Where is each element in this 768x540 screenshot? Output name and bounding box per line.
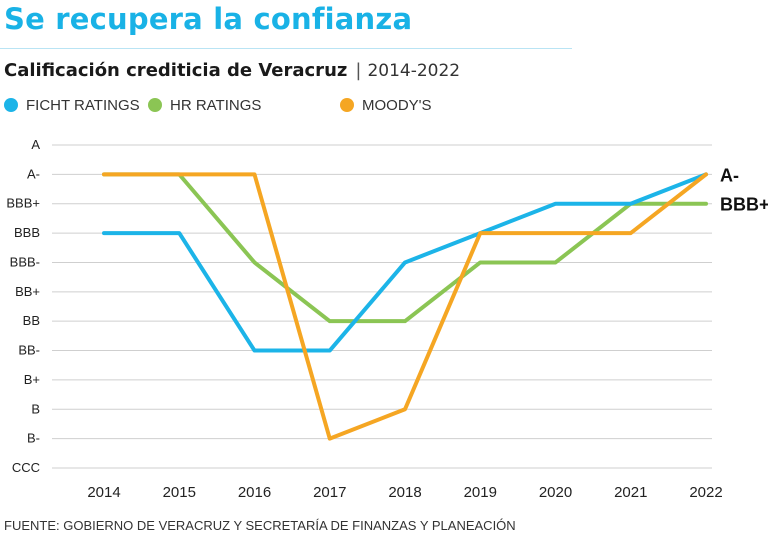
legend-item-fitch: FICHT RATINGS [4,95,140,115]
legend-label-hr: HR RATINGS [170,96,262,114]
legend-dot-fitch-icon [4,98,18,112]
x-tick-label: 2015 [163,484,196,501]
end-label-BBB+: BBB+ [720,195,768,215]
legend-dot-hr-icon [148,98,162,112]
x-tick-label: 2016 [238,484,271,501]
y-tick-label: B+ [24,372,40,387]
y-tick-label: A- [27,166,40,181]
x-tick-label: 2018 [388,484,421,501]
y-tick-label: B [31,401,40,416]
legend-label-fitch: FICHT RATINGS [26,96,140,114]
x-tick-label: 2020 [539,484,572,501]
subtitle-separator: | [355,60,362,81]
subtitle-text: Calificación crediticia de Veracruz [4,60,348,81]
x-tick-label: 2017 [313,484,346,501]
x-tick-label: 2014 [87,484,120,501]
y-tick-label: CCC [12,460,40,475]
x-tick-label: 2022 [689,484,722,501]
chart-title: Se recupera la confianza [4,2,413,36]
y-tick-label: BBB+ [6,196,40,211]
legend-item-hr: HR RATINGS [148,95,261,115]
series-line-moody-s [102,172,708,441]
subtitle-years: 2014-2022 [367,61,461,81]
x-tick-label: 2019 [464,484,497,501]
legend-label-moodys: MOODY'S [362,96,432,114]
series-line-hr-ratings [102,172,708,324]
y-tick-label: B- [27,431,40,446]
series-line-ficht-ratings [102,172,708,353]
chart-subtitle: Calificación crediticia de Veracruz | 2014… [4,60,460,81]
y-tick-label: BB+ [15,284,40,299]
legend-dot-moodys-icon [340,98,354,112]
y-tick-label: BBB- [10,254,40,269]
y-tick-label: A [31,137,40,152]
y-tick-label: BB [23,313,40,328]
y-tick-label: BB- [18,343,40,358]
source-note: FUENTE: GOBIERNO DE VERACRUZ Y SECRETARÍ… [4,518,516,533]
legend-item-moodys: MOODY'S [340,95,432,115]
title-divider [0,48,572,49]
end-label-A-: A- [720,165,739,185]
x-tick-label: 2021 [614,484,647,501]
y-tick-label: BBB [14,225,40,240]
